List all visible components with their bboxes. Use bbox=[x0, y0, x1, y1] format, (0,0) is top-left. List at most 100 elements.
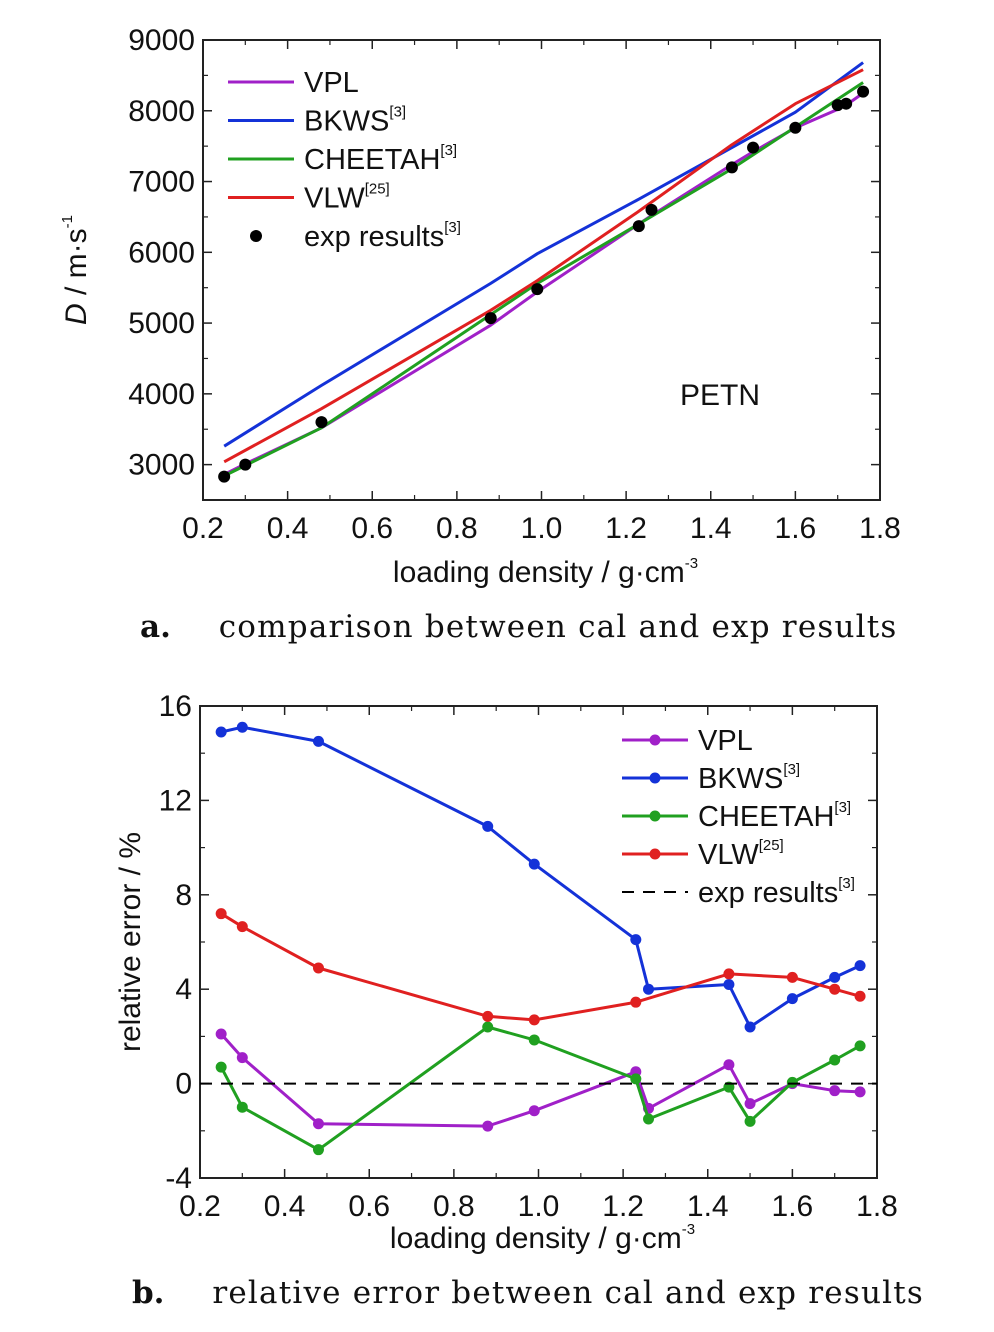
data-point-vlw bbox=[236, 921, 248, 933]
chart-annotation: PETN bbox=[680, 379, 760, 412]
caption-b: b. relative error between cal and exp re… bbox=[132, 1275, 924, 1311]
data-point-vlw bbox=[528, 1014, 540, 1026]
data-point-exp-results bbox=[789, 121, 802, 134]
x-tick-label: 0.8 bbox=[433, 1190, 475, 1223]
legend-label: BKWS[3] bbox=[698, 761, 800, 795]
series-line-bkws bbox=[220, 725, 861, 1029]
data-point-bkws bbox=[236, 721, 248, 733]
data-point-cheetah bbox=[236, 1101, 248, 1113]
data-point-vlw bbox=[482, 1010, 494, 1022]
data-point-cheetah bbox=[854, 1040, 866, 1052]
x-tick-label: 1.2 bbox=[602, 1190, 644, 1223]
data-point-vlw bbox=[854, 990, 866, 1002]
legend-label: VLW[25] bbox=[304, 181, 390, 215]
y-tick-label: 0 bbox=[175, 1068, 192, 1101]
data-point-bkws bbox=[312, 735, 324, 747]
legend-marker bbox=[649, 772, 661, 784]
data-point-vpl bbox=[482, 1120, 494, 1132]
legend-label: BKWS[3] bbox=[304, 104, 406, 138]
legend-item-cheetah: CHEETAH[3] bbox=[228, 142, 457, 176]
data-point-bkws bbox=[528, 858, 540, 870]
data-point-vpl bbox=[854, 1086, 866, 1098]
x-tick-label: 0.8 bbox=[436, 512, 478, 545]
data-point-exp-results bbox=[632, 220, 645, 233]
x-tick-label: 0.4 bbox=[267, 512, 309, 545]
caption-a-text: comparison between cal and exp results bbox=[219, 609, 898, 645]
y-tick-label: 5000 bbox=[128, 307, 195, 340]
caption-b-letter: b. bbox=[132, 1275, 164, 1311]
tick-marks bbox=[202, 39, 881, 501]
data-point-cheetah bbox=[528, 1034, 540, 1046]
data-point-bkws bbox=[829, 971, 841, 983]
x-tick-label: 0.6 bbox=[351, 512, 393, 545]
data-point-bkws bbox=[215, 726, 227, 738]
data-point-bkws bbox=[744, 1021, 756, 1033]
legend-label: VPL bbox=[698, 725, 753, 757]
legend-item-bkws: BKWS[3] bbox=[228, 104, 406, 138]
data-point-cheetah bbox=[786, 1076, 798, 1088]
legend-label: exp results[3] bbox=[304, 219, 461, 253]
data-point-bkws bbox=[643, 983, 655, 995]
data-point-vlw bbox=[630, 996, 642, 1008]
y-tick-label: 4000 bbox=[128, 378, 195, 411]
legend-item-exp-results: exp results[3] bbox=[250, 219, 461, 253]
x-tick-label: 1.2 bbox=[605, 512, 647, 545]
legend-label: exp results[3] bbox=[698, 875, 855, 909]
y-tick-label: 8000 bbox=[128, 95, 195, 128]
legend-item-vpl: VPL bbox=[228, 67, 359, 99]
chart-a: 0.2 0.4 0.6 0.8 1.0 1.2 1.4 1.6 1.8 3000 4000 5000… bbox=[59, 24, 901, 589]
legend-item-vpl: VPL bbox=[622, 725, 753, 757]
data-point-cheetah bbox=[215, 1061, 227, 1073]
x-tick-label: 1.6 bbox=[775, 512, 817, 545]
legend-marker bbox=[649, 810, 661, 822]
x-axis-label: loading density / g·cm-3 bbox=[390, 1221, 695, 1255]
data-point-vpl bbox=[829, 1085, 841, 1097]
data-point-exp-results bbox=[840, 97, 853, 110]
x-tick-label: 0.4 bbox=[264, 1190, 306, 1223]
data-point-bkws bbox=[786, 993, 798, 1005]
tick-marks bbox=[199, 705, 878, 1179]
data-point-bkws bbox=[723, 978, 735, 990]
data-point-vlw bbox=[723, 968, 735, 980]
data-point-vlw bbox=[786, 971, 798, 983]
data-point-bkws bbox=[482, 820, 494, 832]
x-tick-label: 1.0 bbox=[518, 1190, 560, 1223]
y-tick-label: 7000 bbox=[128, 166, 195, 199]
legend-item-vlw: VLW[25] bbox=[228, 181, 390, 215]
data-point-cheetah bbox=[312, 1144, 324, 1156]
data-point-vpl bbox=[215, 1028, 227, 1040]
series-line-vlw bbox=[220, 912, 861, 1022]
x-tick-label: 1.4 bbox=[690, 512, 732, 545]
data-point-cheetah bbox=[482, 1021, 494, 1033]
caption-a: a. comparison between cal and exp result… bbox=[140, 609, 898, 645]
series-group bbox=[200, 721, 877, 1156]
data-point-vlw bbox=[215, 908, 227, 920]
series-line-cheetah bbox=[219, 1025, 861, 1152]
legend-marker bbox=[649, 734, 661, 746]
legend-item-bkws: BKWS[3] bbox=[622, 761, 800, 795]
y-tick-labels: 3000 4000 5000 6000 7000 8000 9000 bbox=[128, 24, 195, 482]
data-point-vpl bbox=[723, 1059, 735, 1071]
data-point-exp-results bbox=[315, 416, 328, 429]
y-tick-label: 9000 bbox=[128, 24, 195, 57]
x-tick-label: 1.8 bbox=[856, 1190, 898, 1223]
y-tick-label: 3000 bbox=[128, 449, 195, 482]
data-point-cheetah bbox=[643, 1113, 655, 1125]
data-point-exp-results bbox=[218, 470, 231, 483]
x-tick-label: 1.0 bbox=[521, 512, 563, 545]
legend-item-cheetah: CHEETAH[3] bbox=[622, 799, 851, 833]
data-point-vpl bbox=[236, 1052, 248, 1064]
y-axis-label: D / m·s-1 bbox=[59, 215, 93, 325]
series-line-vlw bbox=[223, 68, 864, 464]
data-point-exp-results bbox=[747, 141, 760, 154]
data-point-exp-results bbox=[239, 458, 252, 471]
series-line-cheetah bbox=[223, 81, 864, 478]
data-point-vpl bbox=[528, 1105, 540, 1117]
data-point-cheetah bbox=[744, 1115, 756, 1127]
data-point-bkws bbox=[630, 934, 642, 946]
x-tick-label: 0.2 bbox=[182, 512, 224, 545]
y-tick-label: 6000 bbox=[128, 236, 195, 269]
legend-marker bbox=[250, 230, 262, 242]
legend-marker bbox=[649, 848, 661, 860]
